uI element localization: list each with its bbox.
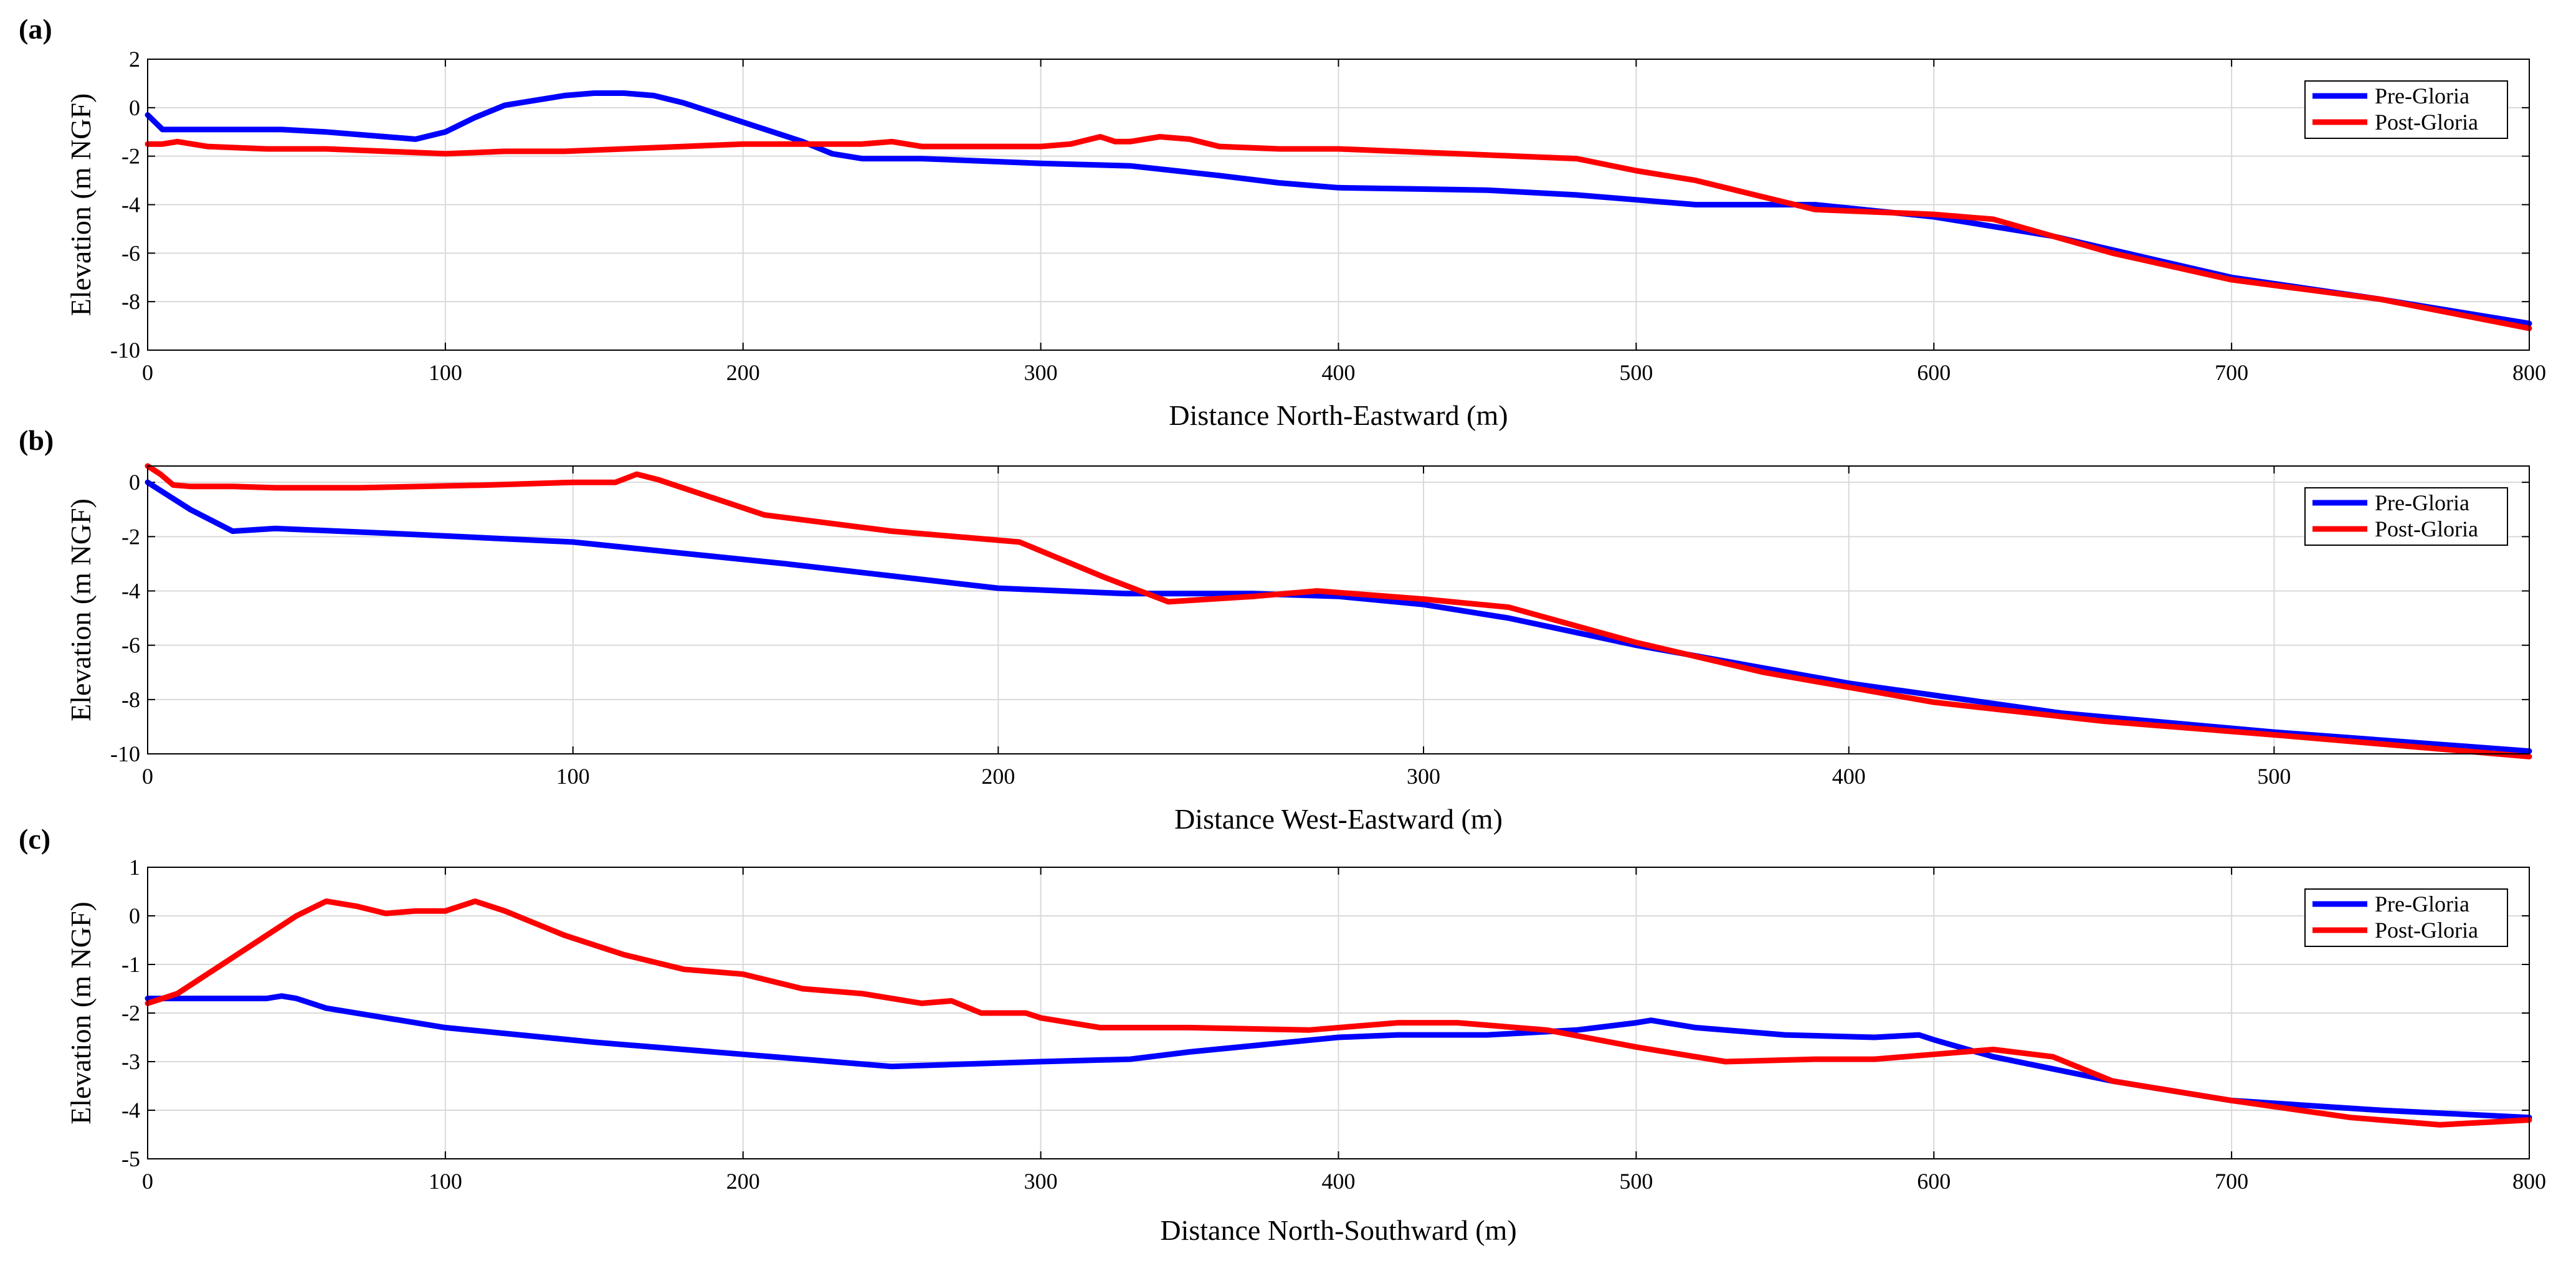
y-tick-label: 0 [129,95,140,120]
axes-frame [147,465,2530,754]
y-tick-label: 0 [129,470,140,495]
panel-label: (c) [19,823,50,855]
y-tick-label: -2 [121,524,140,549]
x-tick-label: 300 [1024,1169,1058,1194]
y-axis-label: Elevation (m NGF) [65,498,97,721]
panel-b: 0 100 200 300 400 500 0 -2 -4 -6 -8 -10 Distance Wes… [19,424,2532,835]
x-tick-label: 100 [556,764,590,789]
x-tick-label: 500 [1619,360,1653,385]
y-tick-label: -5 [121,1146,140,1171]
series-line-post-gloria [145,898,2532,1128]
y-tick-label: -3 [121,1049,140,1074]
x-tick-label: 200 [726,360,760,385]
series-line-pre-gloria [145,479,2532,754]
x-tick-label: 400 [1322,1169,1356,1194]
x-tick-label: 300 [1407,764,1440,789]
x-axis-label: Distance West-Eastward (m) [1174,803,1503,835]
legend-label-pre-gloria: Pre-Gloria [2375,490,2469,515]
y-axis-label: Elevation (m NGF) [65,902,97,1125]
panel-c: 0 100 200 300 400 500 600 700 800 1 0 -1 -2 -3 -4 -5 Dis… [19,823,2546,1246]
y-tick-label: -8 [121,687,140,712]
y-tick-label: 2 [129,47,140,72]
y-tick-label: -2 [121,1001,140,1025]
axes-frame [147,59,2530,351]
x-tick-label: 800 [2512,1169,2546,1194]
legend-box [2304,888,2508,947]
legend-label-post-gloria: Post-Gloria [2375,110,2478,135]
y-tick-label: -4 [121,578,140,603]
x-tick-label: 800 [2512,360,2546,385]
y-tick-label: -6 [121,240,140,265]
x-tick-label: 400 [1322,360,1356,385]
x-tick-label: 100 [429,1169,462,1194]
y-tick-label: -4 [121,193,140,217]
x-tick-label: 100 [429,360,462,385]
x-tick-label: 0 [142,360,153,385]
x-tick-label: 500 [1619,1169,1653,1194]
y-tick-label: -6 [121,633,140,658]
series-line-post-gloria [145,134,2532,331]
x-tick-label: 700 [2215,1169,2248,1194]
plot-area [148,466,2529,754]
x-tick-label: 600 [1917,360,1951,385]
x-tick-label: 0 [142,764,153,789]
x-tick-label: 700 [2215,360,2248,385]
y-tick-label: -4 [121,1098,140,1123]
y-tick-label: 1 [129,855,140,880]
panel-label: (a) [19,13,52,45]
legend-label-pre-gloria: Pre-Gloria [2375,892,2469,916]
axes-frame [147,867,2530,1159]
y-axis-label: Elevation (m NGF) [65,93,97,316]
x-axis-label: Distance North-Eastward (m) [1169,399,1508,431]
y-tick-label: -10 [110,338,140,363]
y-tick-label: -10 [110,741,140,766]
legend-box [2304,487,2508,546]
legend-label-post-gloria: Post-Gloria [2375,918,2478,943]
y-tick-label: -2 [121,144,140,169]
x-tick-label: 500 [2257,764,2291,789]
series-line-pre-gloria [145,993,2532,1121]
series-line-post-gloria [145,463,2532,759]
panel-label: (b) [19,424,54,456]
x-tick-label: 0 [142,1169,153,1194]
panel-a: 0 100 200 300 400 500 600 700 800 2 0 -2 -4 -6 -8 -10 Di… [19,13,2546,431]
y-tick-label: 0 [129,903,140,928]
legend-label-pre-gloria: Pre-Gloria [2375,83,2469,108]
y-tick-label: -8 [121,289,140,314]
x-tick-label: 200 [726,1169,760,1194]
legend-box [2304,80,2508,139]
x-axis-label: Distance North-Southward (m) [1160,1214,1516,1246]
x-tick-label: 600 [1917,1169,1951,1194]
x-tick-label: 200 [981,764,1015,789]
y-tick-label: -1 [121,952,140,977]
legend-label-post-gloria: Post-Gloria [2375,516,2478,541]
x-tick-label: 400 [1832,764,1866,789]
x-tick-label: 300 [1024,360,1058,385]
